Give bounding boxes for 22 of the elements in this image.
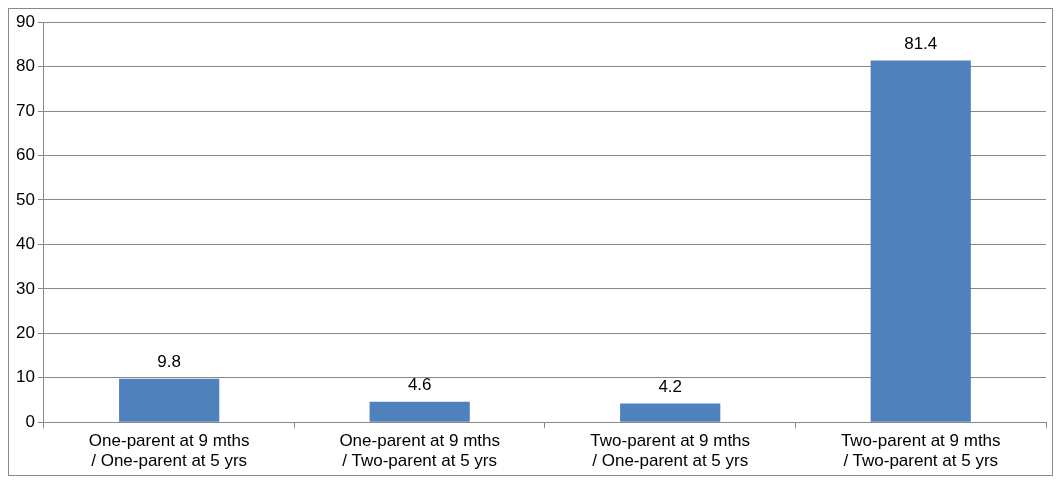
x-tick-label: One-parent at 9 mths / One-parent at 5 yrs <box>88 431 250 471</box>
y-tick-label: 0 <box>25 411 35 431</box>
y-tick-label: 50 <box>15 189 35 209</box>
bar <box>119 378 220 422</box>
y-tick-label: 10 <box>15 367 35 387</box>
x-tick-label: Two-parent at 9 mths / One-parent at 5 yrs <box>590 431 751 471</box>
y-tick-label: 90 <box>15 11 35 31</box>
y-tick-label: 60 <box>15 145 35 165</box>
bar <box>620 403 721 422</box>
data-label: 4.6 <box>407 374 432 394</box>
bar <box>870 60 971 422</box>
bar <box>369 401 470 422</box>
y-tick-label: 30 <box>15 278 35 298</box>
y-tick-label: 80 <box>15 56 35 76</box>
x-tick-label: One-parent at 9 mths / Two-parent at 5 yrs <box>339 431 501 471</box>
y-tick-label: 40 <box>15 234 35 254</box>
y-tick-label: 70 <box>15 100 35 120</box>
x-tick-label: Two-parent at 9 mths / Two-parent at 5 yrs <box>840 431 1001 471</box>
data-label: 9.8 <box>157 351 181 371</box>
data-label: 81.4 <box>904 33 938 53</box>
y-tick-label: 20 <box>15 323 35 342</box>
data-label: 4.2 <box>658 376 683 396</box>
